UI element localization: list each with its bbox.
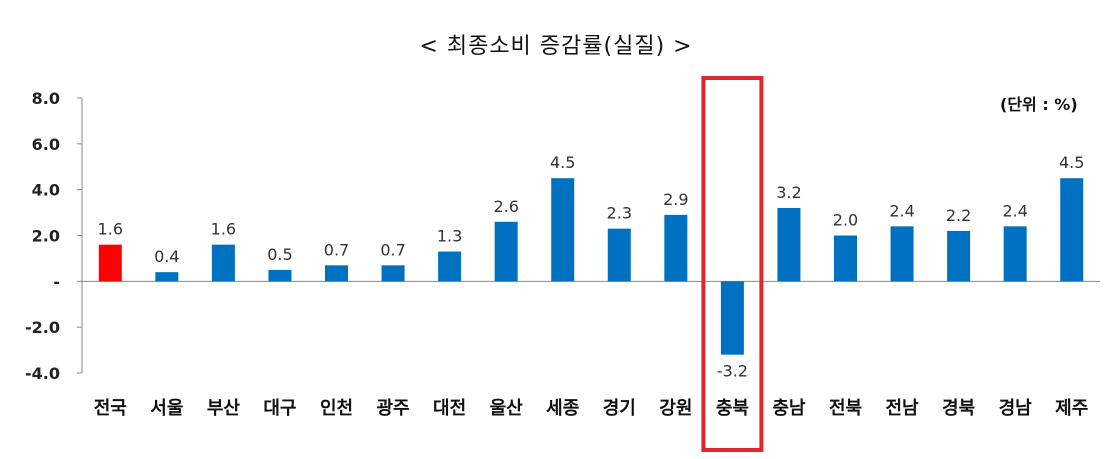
value-label: 0.7	[324, 240, 349, 259]
category-label: 경기	[603, 398, 636, 419]
category-label: 경남	[999, 398, 1033, 419]
category-label: 대구	[263, 398, 296, 419]
category-label: 전북	[829, 398, 862, 419]
bar-충북	[720, 281, 744, 355]
value-label: 1.3	[437, 227, 462, 246]
category-label: 충북	[716, 398, 749, 419]
y-tick-label: -4.0	[25, 364, 60, 383]
category-label: 전국	[94, 398, 127, 419]
bar-부산	[211, 244, 235, 282]
chart-title: < 최종소비 증감률(실질) >	[419, 34, 693, 59]
category-label: 광주	[376, 398, 409, 419]
value-label: 2.0	[833, 211, 858, 230]
bar-제주	[1060, 178, 1084, 282]
category-label: 전남	[885, 398, 919, 419]
category-label: 서울	[150, 398, 183, 419]
value-label: 0.4	[154, 247, 179, 266]
value-label: 1.6	[211, 220, 236, 239]
value-label: 3.2	[776, 183, 801, 202]
unit-label: (단위 : %)	[1000, 95, 1078, 114]
y-tick-label: 2.0	[32, 227, 60, 246]
y-tick-label: 4.0	[32, 181, 60, 200]
bar-인천	[325, 265, 348, 282]
y-tick-label: 6.0	[32, 135, 60, 154]
value-label: 0.7	[380, 240, 405, 259]
bar-강원	[664, 214, 688, 282]
y-tick-label: -	[53, 272, 60, 291]
category-label: 강원	[659, 398, 692, 419]
bar-대전	[438, 251, 462, 282]
bar-전국	[98, 244, 122, 282]
value-label: 2.4	[889, 201, 914, 220]
category-label: 대전	[433, 398, 466, 419]
category-label: 경북	[942, 398, 975, 419]
category-label: 세종	[546, 398, 579, 419]
bar-광주	[381, 265, 405, 282]
bar-충남	[777, 208, 801, 282]
value-label: 4.5	[1059, 153, 1084, 172]
category-label: 제주	[1055, 398, 1088, 419]
y-tick-label: -2.0	[25, 318, 60, 337]
bar-대구	[268, 269, 292, 282]
bar-경남	[1003, 226, 1027, 282]
category-label: 충남	[772, 398, 806, 419]
value-label: -3.2	[717, 362, 748, 381]
category-label: 인천	[320, 398, 353, 419]
value-label: 2.3	[607, 204, 632, 223]
category-label: 부산	[207, 398, 241, 419]
bar-경기	[607, 228, 631, 282]
value-label: 2.9	[663, 190, 688, 209]
bar-경북	[947, 230, 971, 282]
category-label: 울산	[490, 398, 524, 419]
bar-세종	[551, 178, 575, 282]
value-label: 2.2	[946, 206, 971, 225]
bar-전북	[834, 235, 857, 282]
value-label: 0.5	[267, 245, 292, 264]
bar-서울	[155, 272, 179, 282]
value-label: 4.5	[550, 153, 575, 172]
value-label: 2.4	[1002, 201, 1027, 220]
bar-전남	[890, 226, 914, 282]
value-label: 2.6	[493, 197, 518, 216]
highlight-box	[701, 76, 764, 452]
value-label: 1.6	[98, 220, 123, 239]
y-tick-label: 8.0	[32, 89, 60, 108]
bar-울산	[494, 221, 518, 282]
